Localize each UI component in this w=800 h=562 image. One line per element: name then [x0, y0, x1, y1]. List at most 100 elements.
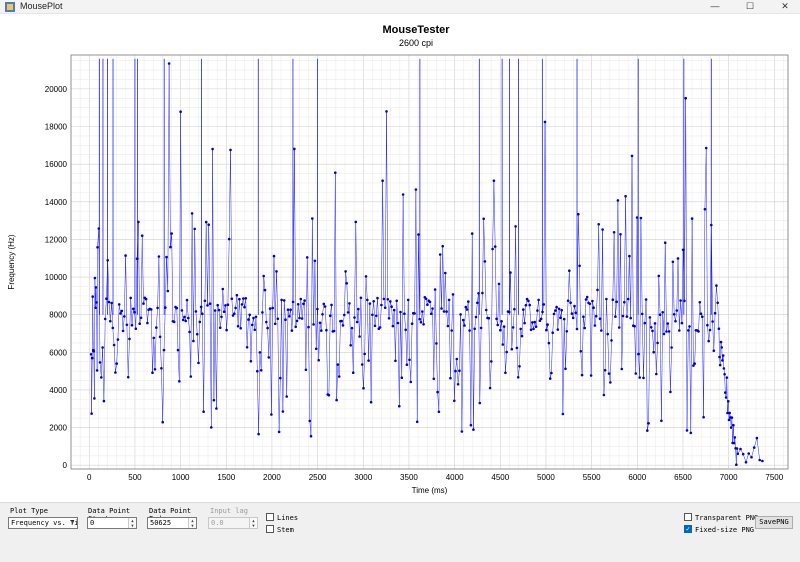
data-point [502, 325, 506, 328]
data-point [406, 298, 410, 302]
data-point [602, 393, 606, 397]
plot-area[interactable]: MouseTester 2600 cpi 0 500 1000 1500 2000 250… [0, 14, 800, 502]
spin-arrows-icon[interactable]: ▲ ▼ [128, 518, 136, 528]
data-point [612, 231, 616, 234]
data-point [328, 314, 332, 318]
data-point-start-input[interactable]: 0 ▲ ▼ [87, 517, 137, 529]
data-point [690, 217, 694, 220]
chevron-down-icon[interactable]: ▼ [70, 519, 75, 526]
spin-arrows-icon[interactable]: ▲ ▼ [249, 518, 257, 528]
data-point [227, 237, 231, 241]
data-point [522, 308, 525, 311]
series-frequency [89, 58, 764, 467]
data-point [665, 330, 668, 333]
data-point [701, 315, 704, 319]
data-point [323, 305, 327, 308]
data-point [598, 317, 602, 321]
data-point [92, 349, 96, 353]
data-point [281, 410, 285, 413]
frequency-chart[interactable]: MouseTester 2600 cpi 0 500 1000 1500 2000 250… [0, 14, 800, 502]
data-point [484, 308, 488, 312]
data-point [515, 346, 519, 350]
data-point [692, 364, 695, 367]
x-tick-label: 0 [87, 473, 92, 482]
data-point [202, 410, 205, 414]
data-point [325, 328, 328, 332]
spin-arrows-icon[interactable]: ▲ ▼ [188, 518, 196, 528]
data-point [303, 299, 306, 302]
data-point [685, 429, 689, 432]
data-point [463, 324, 466, 327]
data-point [630, 154, 634, 158]
data-point [170, 232, 173, 235]
data-point [661, 311, 664, 314]
transparent-png-checkbox[interactable] [684, 513, 692, 521]
data-point [718, 363, 722, 367]
data-point [97, 227, 101, 230]
data-point [724, 396, 728, 399]
data-point [119, 312, 122, 315]
data-point [105, 297, 108, 301]
data-point [162, 348, 166, 352]
data-point [739, 447, 742, 451]
plot-type-select[interactable]: Frequency vs. Ti ▼ [8, 517, 78, 529]
data-point [346, 311, 350, 314]
data-point [187, 316, 190, 320]
data-point [285, 395, 289, 398]
data-point [723, 373, 726, 376]
close-button[interactable]: ✕ [781, 1, 789, 11]
input-lag-input[interactable]: 0.0 ▲ ▼ [208, 517, 258, 529]
data-point [554, 309, 557, 312]
data-point [102, 399, 106, 403]
data-point [460, 430, 464, 433]
data-point [444, 271, 447, 275]
input-lag-value: 0.0 [211, 519, 224, 527]
data-point [735, 463, 738, 467]
data-point [711, 320, 714, 323]
data-point [336, 363, 340, 366]
x-tick-label: 4500 [491, 473, 509, 482]
data-point [240, 303, 244, 306]
data-point [378, 326, 382, 329]
data-point [252, 316, 255, 320]
data-point [715, 284, 718, 287]
data-point [689, 431, 693, 435]
fixed-size-png-checkbox[interactable]: ✓ [684, 525, 692, 533]
data-point [606, 332, 609, 336]
data-point [386, 298, 390, 301]
x-tick-label: 3500 [400, 473, 418, 482]
data-point [727, 418, 731, 422]
stem-checkbox[interactable] [266, 525, 274, 533]
data-point [446, 324, 450, 328]
data-point [735, 447, 739, 450]
data-point [275, 270, 278, 273]
data-point [693, 362, 696, 365]
data-point [380, 303, 383, 307]
maximize-button[interactable]: ☐ [745, 1, 755, 11]
data-point [140, 234, 144, 237]
data-point [318, 321, 322, 325]
lines-checkbox[interactable] [266, 513, 274, 521]
data-point [284, 318, 287, 322]
data-point [247, 318, 250, 321]
data-point-end-input[interactable]: 50625 ▲ ▼ [147, 517, 197, 529]
save-png-button[interactable]: SavePNG [755, 516, 793, 529]
data-point [547, 341, 551, 345]
y-tick-label: 8000 [49, 311, 67, 320]
minimize-button[interactable]: — [710, 1, 720, 11]
data-point [245, 346, 249, 349]
data-point [357, 307, 360, 311]
data-point [603, 368, 607, 372]
data-point [110, 301, 113, 305]
data-point [653, 322, 657, 325]
data-point [566, 299, 570, 303]
data-point [561, 412, 565, 416]
data-point [710, 223, 713, 227]
data-point [351, 371, 355, 375]
data-point [344, 270, 347, 273]
x-tick-label: 2000 [263, 473, 281, 482]
data-point [100, 376, 103, 379]
data-point [142, 302, 145, 305]
data-point [93, 276, 97, 280]
data-point [373, 324, 377, 328]
